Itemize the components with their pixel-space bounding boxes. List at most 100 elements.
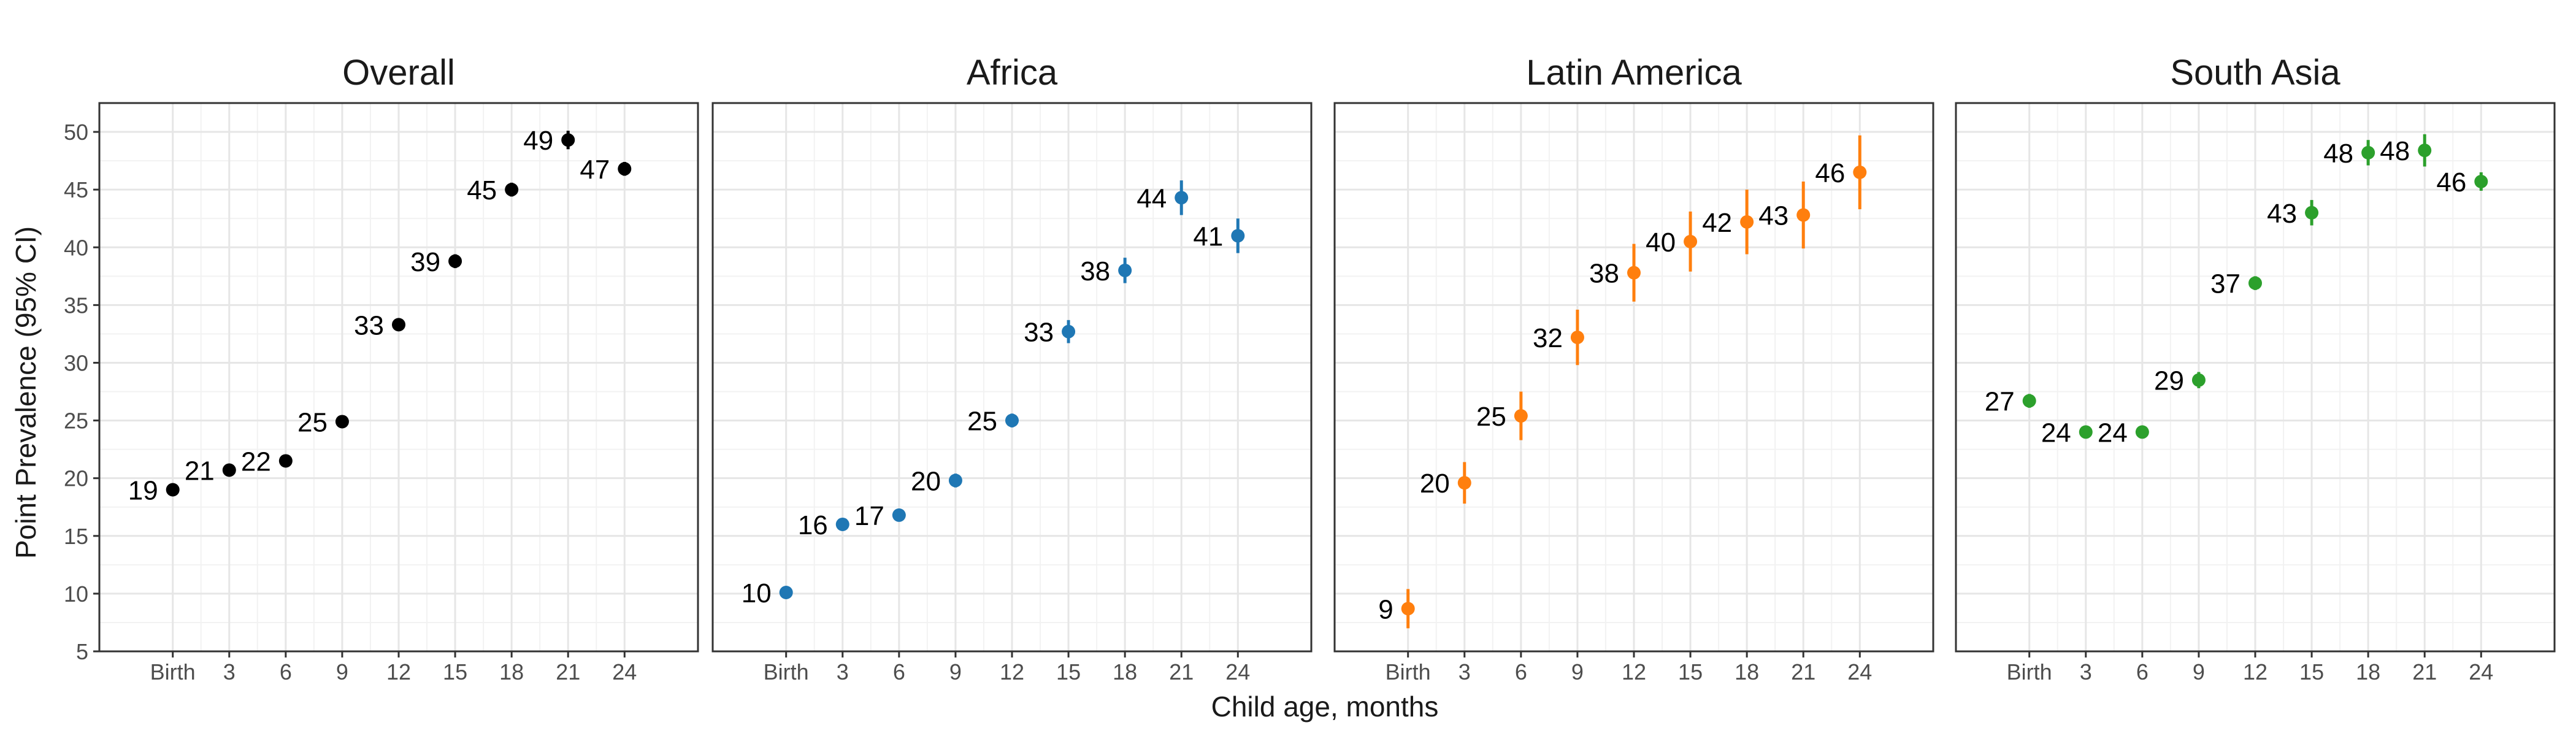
data-label: 20 xyxy=(911,466,941,496)
x-tick-label: 6 xyxy=(280,659,292,684)
data-point xyxy=(2248,276,2262,290)
data-point xyxy=(392,318,405,332)
y-tick-label: 20 xyxy=(64,466,88,491)
x-tick-label: 18 xyxy=(1113,659,1137,684)
x-tick-label: Birth xyxy=(150,659,196,684)
data-point xyxy=(1570,331,1584,345)
data-point xyxy=(618,162,632,176)
x-tick-label: Birth xyxy=(1386,659,1431,684)
x-tick-label: 24 xyxy=(1847,659,1872,684)
x-tick-label: 24 xyxy=(612,659,637,684)
data-label: 27 xyxy=(1985,387,2015,417)
data-label: 42 xyxy=(1702,208,1732,238)
x-tick-label: 15 xyxy=(1056,659,1081,684)
x-tick-label: 6 xyxy=(893,659,905,684)
data-label: 33 xyxy=(354,310,384,340)
data-point xyxy=(1514,409,1528,423)
data-label: 17 xyxy=(854,501,884,531)
data-label: 41 xyxy=(1193,221,1223,251)
panel-title: Africa xyxy=(967,53,1058,93)
x-tick-label: 3 xyxy=(1459,659,1471,684)
data-label: 43 xyxy=(1758,201,1788,231)
data-point xyxy=(1005,413,1019,427)
panel-overall: Overall Birth 3 6 9 12 15 18 21 24 5 10 15 20 25 30 35 40… xyxy=(64,53,699,684)
data-label: 48 xyxy=(2323,139,2353,169)
x-tick-label: 21 xyxy=(1169,659,1194,684)
y-tick-label: 10 xyxy=(64,581,88,607)
data-label: 20 xyxy=(1420,469,1450,499)
x-tick-label: 21 xyxy=(556,659,580,684)
data-label: 46 xyxy=(2436,167,2466,197)
x-tick-label: 9 xyxy=(336,659,348,684)
data-label: 25 xyxy=(297,407,328,437)
y-tick-label: 35 xyxy=(64,293,88,318)
data-point xyxy=(835,517,849,531)
data-label: 24 xyxy=(2098,418,2128,448)
y-tick-label: 5 xyxy=(76,639,88,664)
data-point xyxy=(2361,145,2375,159)
panel-title: South Asia xyxy=(2170,53,2340,93)
y-axis-title: Point Prevalence (95% CI) xyxy=(10,226,42,559)
data-point xyxy=(2305,205,2319,220)
x-tick-label: 15 xyxy=(1678,659,1703,684)
y-tick-label: 30 xyxy=(64,350,88,375)
data-label: 39 xyxy=(410,247,440,277)
y-tick-label: 45 xyxy=(64,177,88,202)
x-tick-label: 18 xyxy=(2356,659,2380,684)
data-point xyxy=(2418,144,2432,158)
x-tick-label: 9 xyxy=(2193,659,2205,684)
panel-title: Latin America xyxy=(1526,53,1742,93)
data-point xyxy=(2474,174,2488,188)
x-tick-label: 12 xyxy=(386,659,411,684)
data-label: 40 xyxy=(1646,228,1676,258)
x-tick-label: 9 xyxy=(949,659,962,684)
y-tick-label: 15 xyxy=(64,524,88,549)
data-point xyxy=(222,463,236,477)
data-label: 48 xyxy=(2380,136,2410,166)
data-label: 49 xyxy=(523,126,553,156)
x-tick-label: Birth xyxy=(2007,659,2052,684)
x-tick-label: 12 xyxy=(1622,659,1646,684)
data-label: 16 xyxy=(798,510,828,540)
x-tick-label: 12 xyxy=(1000,659,1024,684)
data-point xyxy=(2135,425,2149,439)
data-label: 25 xyxy=(967,407,997,437)
data-point xyxy=(1175,191,1189,205)
x-tick-label: 3 xyxy=(2080,659,2092,684)
x-tick-label: 15 xyxy=(2299,659,2324,684)
data-point xyxy=(2191,373,2206,387)
data-point xyxy=(1457,476,1471,490)
data-label: 37 xyxy=(2210,269,2241,299)
data-label: 19 xyxy=(128,476,158,506)
data-point xyxy=(278,454,293,468)
x-tick-label: 6 xyxy=(1515,659,1527,684)
data-point xyxy=(1401,602,1415,616)
data-label: 33 xyxy=(1024,318,1054,348)
y-tick-label: 50 xyxy=(64,120,88,145)
panel-africa: Africa Birth 3 6 9 12 15 18 21 24 10 16 17 20 25 33 38 44… xyxy=(711,53,1313,684)
x-tick-label: 3 xyxy=(837,659,849,684)
data-label: 45 xyxy=(467,175,497,205)
data-label: 47 xyxy=(580,155,610,185)
panel-latin-america: Latin America Birth 3 6 9 12 15 18 21 24 9 20 25 32 38… xyxy=(1333,53,1934,684)
data-point xyxy=(1062,324,1076,339)
panels-group: Overall Birth 3 6 9 12 15 18 21 24 5 10 15 20 25 30 35 40… xyxy=(64,53,2556,684)
data-label: 32 xyxy=(1533,323,1563,353)
data-point xyxy=(1796,208,1811,222)
data-point xyxy=(2079,425,2093,439)
x-tick-label: 18 xyxy=(499,659,524,684)
x-tick-label: 24 xyxy=(1225,659,1250,684)
data-point xyxy=(779,586,793,600)
data-point xyxy=(1740,215,1754,229)
data-point xyxy=(335,415,349,429)
data-label: 25 xyxy=(1476,402,1506,432)
data-label: 46 xyxy=(1815,158,1845,188)
data-label: 38 xyxy=(1080,256,1110,286)
data-label: 22 xyxy=(241,447,271,477)
data-label: 44 xyxy=(1137,183,1167,213)
data-point xyxy=(1231,229,1245,243)
data-point xyxy=(166,483,180,497)
data-label: 21 xyxy=(185,456,215,486)
data-point xyxy=(505,183,519,197)
